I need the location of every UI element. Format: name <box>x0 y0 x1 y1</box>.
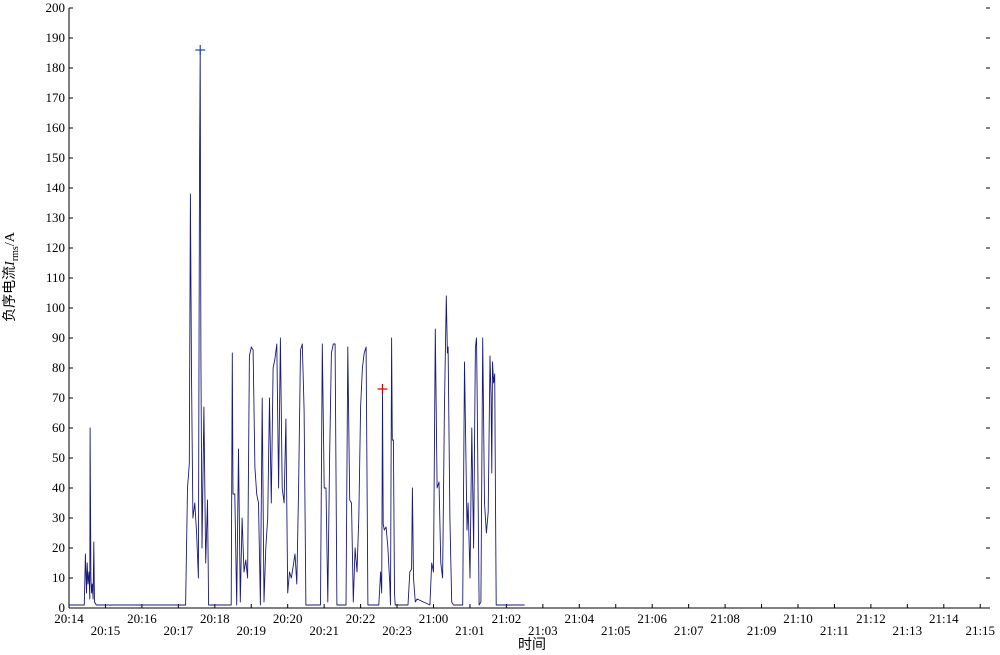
y-axis-title-prefix: 负序电流 <box>2 266 18 322</box>
y-tick-label: 110 <box>46 270 65 285</box>
x-tick-label: 21:06 <box>637 611 667 626</box>
y-tick-label: 0 <box>59 600 66 615</box>
x-tick-label: 20:22 <box>346 611 376 626</box>
x-tick-label: 21:05 <box>601 623 631 638</box>
y-tick-label: 80 <box>52 360 65 375</box>
y-axis-title-symbol: I <box>3 260 18 267</box>
y-tick-label: 50 <box>52 450 65 465</box>
y-axis-title-unit: /A <box>3 231 18 246</box>
peak-marker <box>195 45 206 55</box>
x-tick-label: 21:10 <box>783 611 813 626</box>
y-tick-label: 90 <box>52 330 65 345</box>
y-tick-label: 130 <box>46 210 66 225</box>
x-tick-label: 21:13 <box>893 623 923 638</box>
y-tick-label: 60 <box>52 420 65 435</box>
y-axis-title-subscript: rms <box>10 246 21 261</box>
y-tick-label: 120 <box>46 240 66 255</box>
y-tick-label: 140 <box>46 180 66 195</box>
x-tick-label: 21:03 <box>528 623 558 638</box>
x-tick-label: 20:20 <box>273 611 303 626</box>
x-tick-label: 21:14 <box>929 611 959 626</box>
y-tick-label: 30 <box>52 510 65 525</box>
y-tick-label: 20 <box>52 540 65 555</box>
x-tick-label: 20:19 <box>236 623 266 638</box>
y-axis-title: 负序电流Irms/A <box>2 231 21 322</box>
x-tick-label: 20:17 <box>164 623 194 638</box>
y-axis-ticks: 0 10 20 30 40 50 60 70 80 90 100 110 120 130 140 150 160… <box>46 0 990 615</box>
x-tick-label: 21:11 <box>820 623 849 638</box>
y-tick-label: 190 <box>46 30 66 45</box>
x-tick-label: 21:08 <box>710 611 740 626</box>
x-tick-label: 20:15 <box>91 623 121 638</box>
x-tick-label: 21:12 <box>856 611 886 626</box>
x-tick-label: 21:01 <box>455 623 485 638</box>
series-line <box>69 49 525 606</box>
x-tick-label: 21:04 <box>564 611 594 626</box>
x-tick-label: 21:07 <box>674 623 704 638</box>
x-tick-label: 21:15 <box>965 623 995 638</box>
y-tick-label: 150 <box>46 150 66 165</box>
y-tick-label: 10 <box>52 570 65 585</box>
x-tick-label: 20:18 <box>200 611 230 626</box>
x-tick-label: 21:02 <box>492 611 522 626</box>
y-tick-label: 100 <box>46 300 66 315</box>
y-tick-label: 180 <box>46 60 66 75</box>
x-tick-label: 20:14 <box>54 611 84 626</box>
series-layer <box>69 49 525 606</box>
marker-layer <box>195 45 388 394</box>
y-tick-label: 200 <box>46 0 66 15</box>
y-tick-label: 70 <box>52 390 65 405</box>
y-tick-label: 40 <box>52 480 65 495</box>
x-axis-ticks: 20:14 20:15 20:16 20:17 20:18 20:19 20:20 20:21… <box>54 604 995 638</box>
x-tick-label: 20:16 <box>127 611 157 626</box>
y-tick-label: 170 <box>46 90 66 105</box>
x-axis-title: 时间 <box>518 637 546 653</box>
x-tick-label: 20:23 <box>382 623 412 638</box>
x-tick-label: 21:00 <box>419 611 449 626</box>
peak-marker <box>377 384 388 394</box>
y-tick-label: 160 <box>46 120 66 135</box>
x-tick-label: 21:09 <box>747 623 777 638</box>
x-tick-label: 20:21 <box>309 623 339 638</box>
